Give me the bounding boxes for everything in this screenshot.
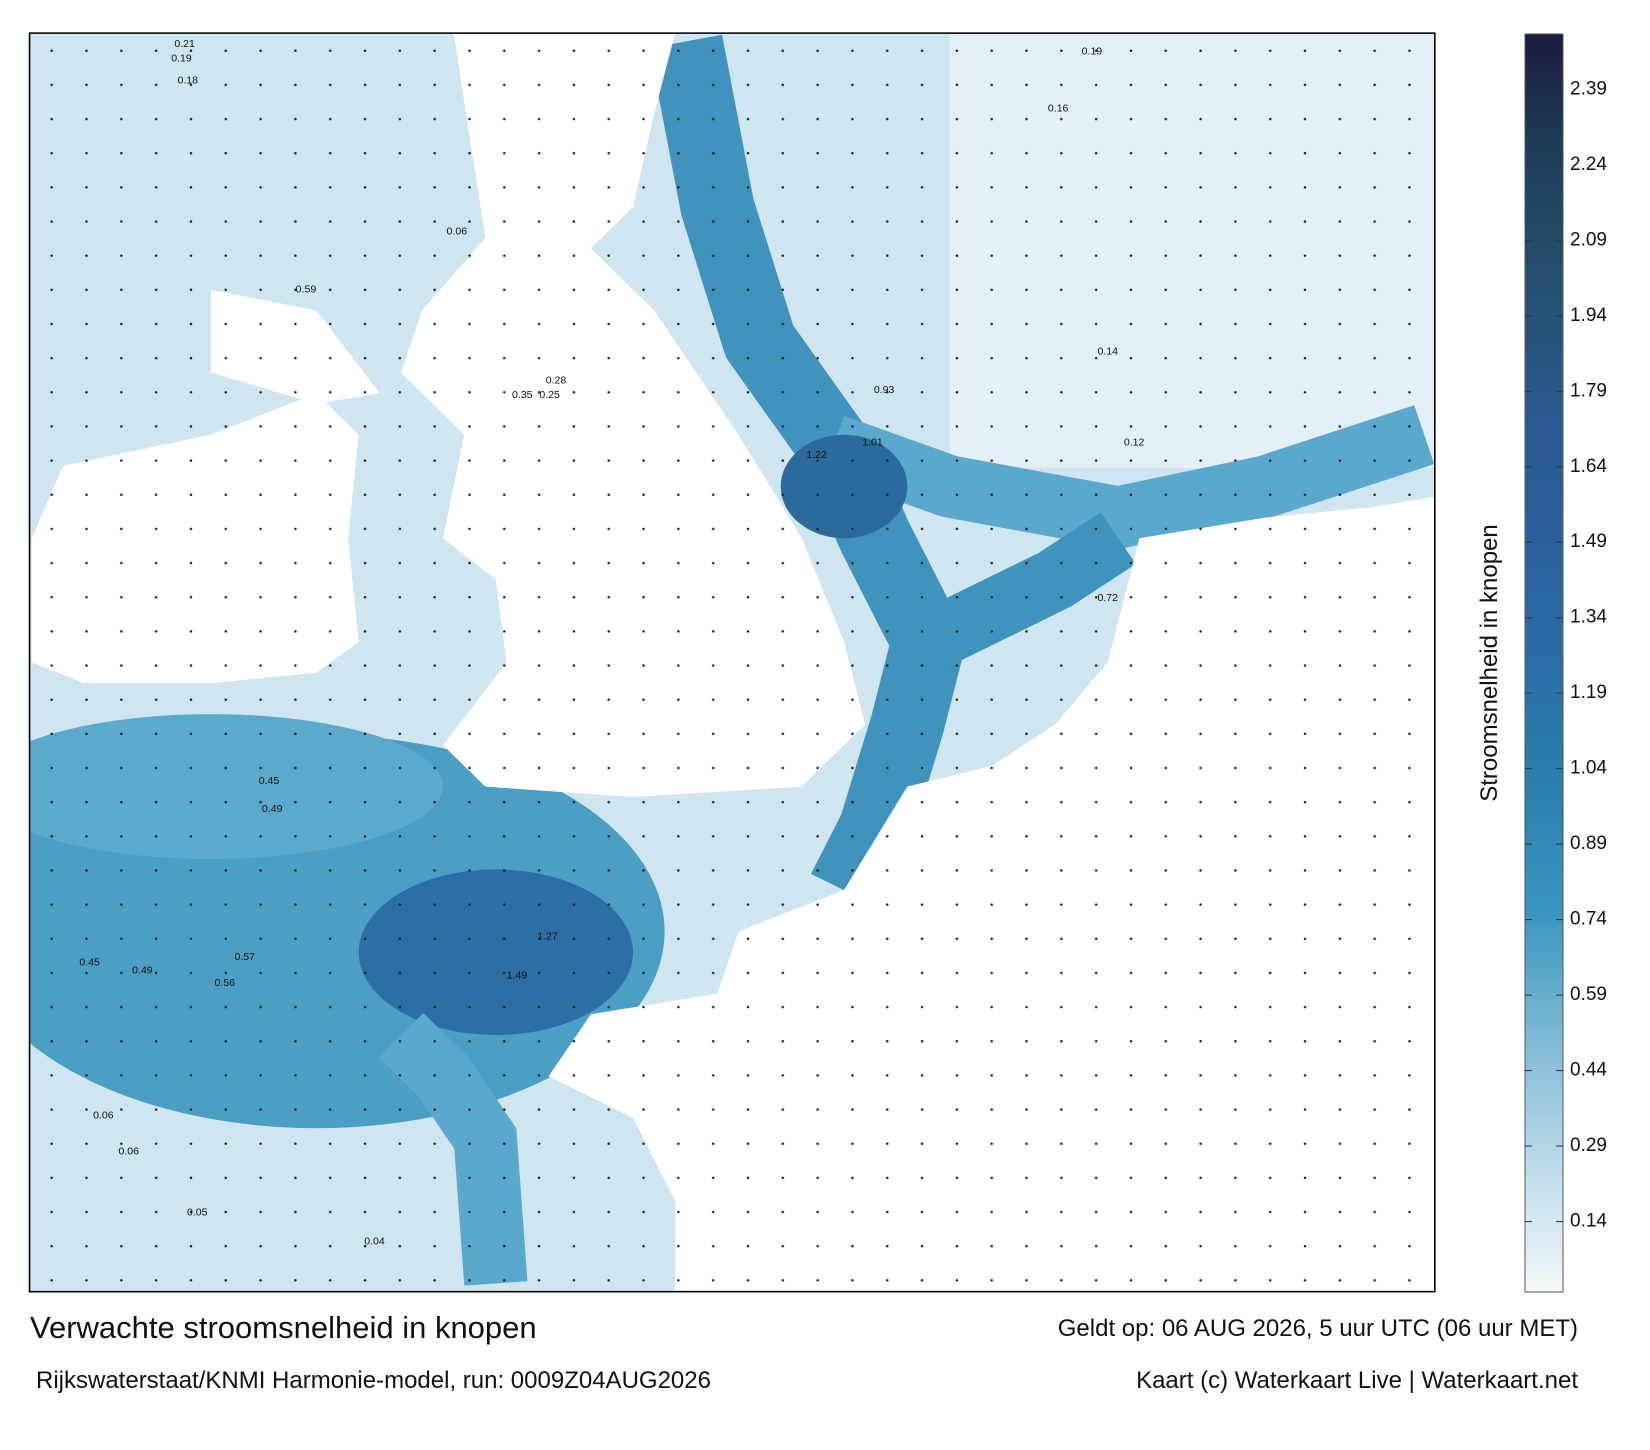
speed-labels: 0.21 0.19 0.18 0.06 0.35 0.28 0.25 0.93 1.01 1.22… xyxy=(79,39,1144,1247)
colorbar-tick-label: 0.59 xyxy=(1570,984,1607,1005)
speed-label: 0.45 xyxy=(79,957,100,968)
map-frame xyxy=(28,32,1436,1293)
speed-label: 0.93 xyxy=(874,385,895,396)
grid-dots xyxy=(29,33,1435,1292)
speed-label: 0.14 xyxy=(1097,347,1118,358)
speed-label: 0.56 xyxy=(214,978,235,989)
speed-label: 0.19 xyxy=(1082,47,1103,58)
speed-label: 1.27 xyxy=(537,931,558,942)
speed-label: 1.22 xyxy=(806,450,827,461)
colorbar-tick-label: 0.44 xyxy=(1570,1060,1607,1081)
colorbar-tick-label: 1.49 xyxy=(1570,531,1607,552)
speed-label: 0.72 xyxy=(1097,593,1118,604)
colorbar-tick-label: 2.09 xyxy=(1570,229,1607,250)
speed-label: 0.18 xyxy=(178,76,199,87)
colorbar-tick-label: 1.94 xyxy=(1570,305,1607,326)
colorbar-label: Stroomsnelheid in knopen xyxy=(1476,524,1503,802)
credit: Kaart (c) Waterkaart Live | Waterkaart.n… xyxy=(1136,1367,1578,1394)
map: 0.21 0.19 0.18 0.06 0.35 0.28 0.25 0.93 1.01 1.22… xyxy=(28,32,1436,1293)
colorbar xyxy=(1524,33,1564,1293)
speed-label: 0.49 xyxy=(262,804,283,815)
colorbar-tick-label: 0.89 xyxy=(1570,833,1607,854)
title: Verwachte stroomsnelheid in knopen xyxy=(30,1310,537,1345)
colorbar-tick-label: 1.04 xyxy=(1570,758,1607,779)
speed-label: 0.25 xyxy=(539,390,560,401)
speed-label: 0.05 xyxy=(187,1208,208,1219)
speed-label: 0.35 xyxy=(512,390,533,401)
speed-label: 0.06 xyxy=(447,227,468,238)
colorbar-tick-label: 2.24 xyxy=(1570,154,1607,175)
colorbar-tick-label: 2.39 xyxy=(1570,78,1607,99)
valid-time: Geldt op: 06 AUG 2026, 5 uur UTC (06 uur… xyxy=(1058,1315,1578,1342)
colorbar-tick-label: 0.29 xyxy=(1570,1135,1607,1156)
speed-label: 0.57 xyxy=(234,952,255,963)
speed-label: 0.19 xyxy=(171,54,192,65)
colorbar-tick-label: 1.19 xyxy=(1570,682,1607,703)
speed-label: 0.49 xyxy=(132,966,153,977)
speed-label: 0.16 xyxy=(1048,103,1069,114)
speed-label: 0.45 xyxy=(259,776,280,787)
speed-label: 1.01 xyxy=(862,438,883,449)
colorbar-tick-label: 1.64 xyxy=(1570,456,1607,477)
speed-label: 0.59 xyxy=(296,285,317,296)
colorbar-tick-label: 0.74 xyxy=(1570,909,1607,930)
subtitle: Rijkswaterstaat/KNMI Harmonie-model, run… xyxy=(36,1367,711,1394)
colorbar-ticks: 0.14 0.29 0.44 0.59 0.74 0.89 1.04 1.19 1.34 1.49… xyxy=(1525,78,1607,1232)
speed-label: 0.06 xyxy=(93,1111,114,1122)
speed-label: 0.21 xyxy=(174,39,195,50)
colorbar-tick-label: 1.79 xyxy=(1570,380,1607,401)
speed-label: 0.12 xyxy=(1124,438,1145,449)
speed-label: 0.06 xyxy=(118,1147,139,1158)
colorbar-tick-label: 1.34 xyxy=(1570,607,1607,628)
speed-label: 1.49 xyxy=(507,971,528,982)
speed-label: 0.28 xyxy=(546,376,567,387)
colorbar-tick-label: 0.14 xyxy=(1570,1211,1607,1232)
speed-label: 0.04 xyxy=(364,1237,385,1248)
